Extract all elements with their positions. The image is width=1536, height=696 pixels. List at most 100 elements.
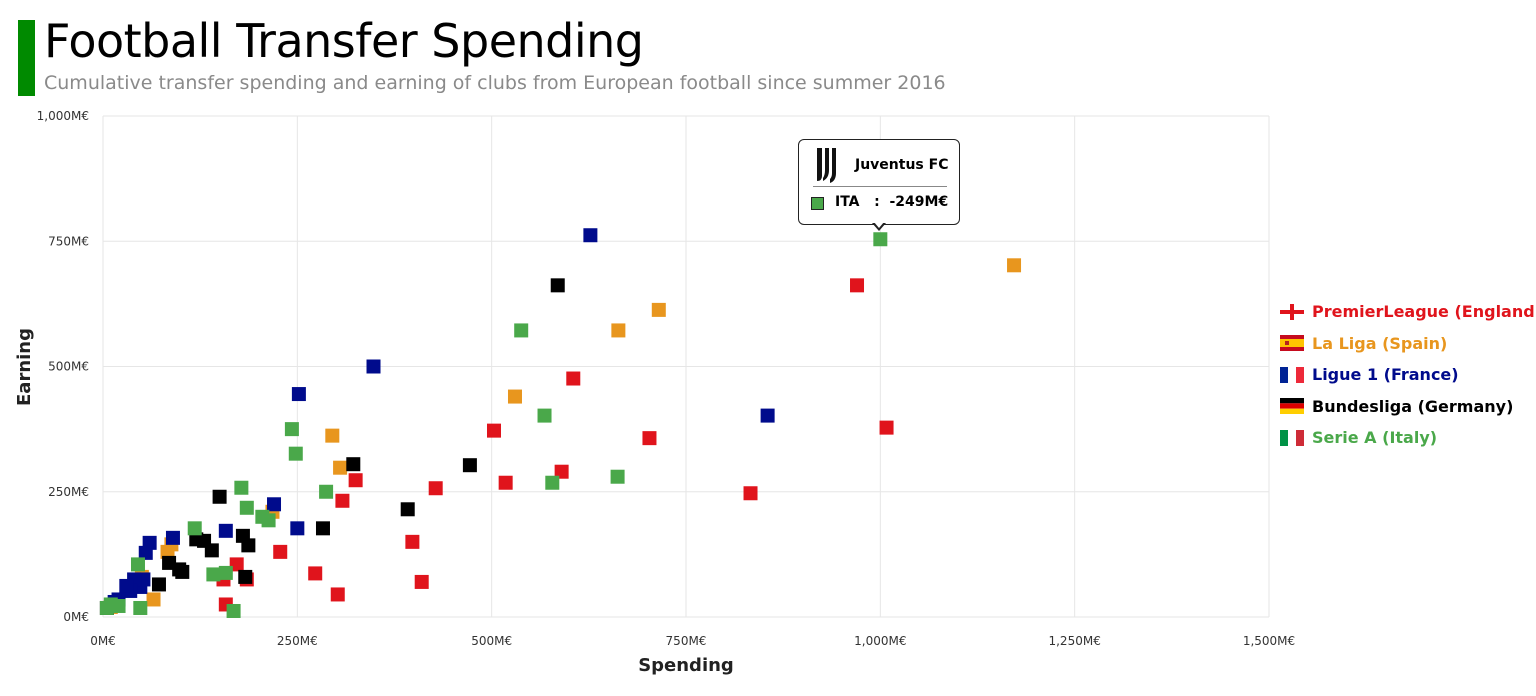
data-point-italy[interactable] [239,500,254,515]
data-point-italy[interactable] [545,475,560,490]
legend-label: Ligue 1 (France) [1312,365,1459,385]
data-point-italy[interactable] [610,469,625,484]
x-tick-label: 1,250M€ [1048,634,1100,648]
legend: PremierLeague (England) La Liga (Spain) … [1280,296,1536,454]
tooltip-colon: : [874,194,880,210]
england-flag-icon [1280,303,1304,320]
data-point-england[interactable] [879,420,894,435]
tick-labels: 0M€ 250M€ 500M€ 750M€ 1,000M€ 1,250M€ 1,500M€ 0… [37,109,1296,648]
data-point-france[interactable] [138,545,153,560]
y-tick-label: 750M€ [48,234,89,248]
germany-flag-icon [1280,398,1304,415]
data-point-england[interactable] [428,481,443,496]
title-accent-bar [18,20,35,96]
data-point-spain[interactable] [325,428,340,443]
tooltip-value-row: ITA : -249M€ [835,194,948,210]
data-point-france[interactable] [290,521,305,536]
data-point-germany[interactable] [151,577,166,592]
data-point-england[interactable] [273,544,288,559]
data-point-england[interactable] [335,493,350,508]
data-point-italy[interactable] [226,603,241,618]
data-point-germany[interactable] [400,502,415,517]
data-tooltip: Juventus FC ITA : -249M€ [798,139,960,225]
data-point-england[interactable] [850,278,865,293]
x-axis-label: Spending [638,655,734,676]
data-point-england[interactable] [405,534,420,549]
page-subtitle: Cumulative transfer spending and earning… [44,72,946,94]
data-point-england[interactable] [486,423,501,438]
data-point-england[interactable] [642,431,657,446]
data-point-italy[interactable] [261,513,276,528]
data-point-germany[interactable] [550,278,565,293]
data-point-germany[interactable] [189,532,204,547]
data-point-germany[interactable] [346,457,361,472]
data-point-england[interactable] [308,566,323,581]
legend-item-spain[interactable]: La Liga (Spain) [1280,328,1536,360]
legend-item-france[interactable]: Ligue 1 (France) [1280,359,1536,391]
data-point-italy[interactable] [206,567,221,582]
data-point-england[interactable] [566,371,581,386]
data-point-germany[interactable] [462,458,477,473]
x-tick-label: 1,500M€ [1243,634,1295,648]
data-point-germany[interactable] [315,521,330,536]
data-point-italy[interactable] [133,600,148,615]
data-point-italy[interactable] [873,232,888,247]
data-point-italy[interactable] [514,323,529,338]
legend-label: PremierLeague (England) [1312,302,1536,322]
juventus-logo-icon [817,148,836,183]
data-point-germany[interactable] [235,528,250,543]
data-point-france[interactable] [583,228,598,243]
data-point-france[interactable] [291,387,306,402]
data-point-england[interactable] [330,587,345,602]
data-point-spain[interactable] [1007,258,1022,273]
tooltip-pointer-fill [874,222,884,228]
data-point-england[interactable] [554,464,569,479]
legend-item-england[interactable]: PremierLeague (England) [1280,296,1536,328]
data-point-italy[interactable] [288,446,303,461]
tooltip-value: -249M€ [889,194,949,210]
legend-label: Bundesliga (Germany) [1312,396,1514,416]
data-point-france[interactable] [366,359,381,374]
y-axis-label: Earning [14,328,35,406]
data-point-spain[interactable] [651,302,666,317]
data-point-germany[interactable] [162,555,177,570]
tooltip-club-name: Juventus FC [855,157,949,173]
data-point-england[interactable] [498,475,513,490]
data-point-france[interactable] [165,530,180,545]
y-tick-label: 500M€ [48,360,89,374]
data-point-spain[interactable] [507,389,522,404]
data-point-spain[interactable] [160,544,175,559]
y-tick-label: 0M€ [63,610,89,624]
x-tick-label: 500M€ [471,634,512,648]
data-point-england[interactable] [414,574,429,589]
data-point-france[interactable] [119,578,134,593]
data-point-italy[interactable] [284,422,299,437]
page-title: Football Transfer Spending [44,14,644,68]
data-point-italy[interactable] [218,565,233,580]
data-point-france[interactable] [760,408,775,423]
data-point-france[interactable] [218,523,233,538]
data-point-spain[interactable] [333,460,348,475]
legend-item-italy[interactable]: Serie A (Italy) [1280,422,1536,454]
data-point-germany[interactable] [238,569,253,584]
data-point-italy[interactable] [537,408,552,423]
x-tick-label: 750M€ [666,634,707,648]
data-point-italy[interactable] [99,600,114,615]
data-point-england[interactable] [348,473,363,488]
data-point-france[interactable] [267,497,282,512]
data-point-england[interactable] [743,486,758,501]
data-point-italy[interactable] [187,521,202,536]
data-point-italy[interactable] [130,557,145,572]
data-point-italy[interactable] [234,480,249,495]
legend-item-germany[interactable]: Bundesliga (Germany) [1280,391,1536,423]
data-point-spain[interactable] [146,592,161,607]
x-tick-label: 1,000M€ [854,634,906,648]
france-flag-icon [1280,366,1304,383]
data-point-england[interactable] [229,557,244,572]
data-points [99,228,1022,618]
data-point-germany[interactable] [212,489,227,504]
data-point-italy[interactable] [319,484,334,499]
spain-flag-icon [1280,335,1304,352]
data-point-spain[interactable] [611,323,626,338]
